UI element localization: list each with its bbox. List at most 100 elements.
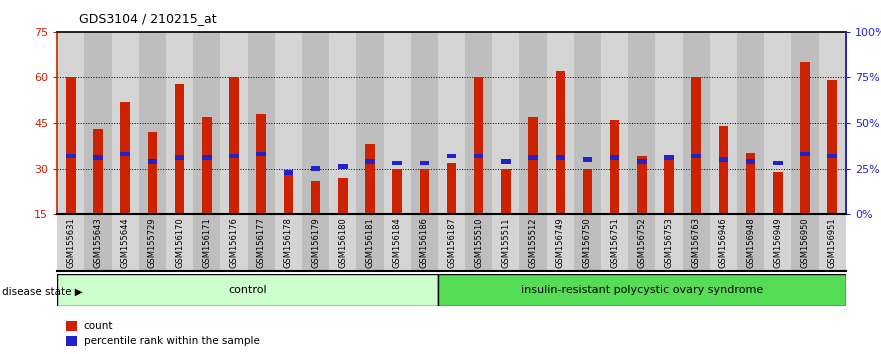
Bar xyxy=(148,159,157,164)
Bar xyxy=(383,214,411,271)
Bar xyxy=(447,162,456,214)
Bar xyxy=(284,170,293,175)
Bar xyxy=(574,32,601,214)
Text: disease state ▶: disease state ▶ xyxy=(2,287,83,297)
Bar xyxy=(57,32,85,214)
Bar xyxy=(556,72,565,214)
Bar xyxy=(818,32,846,214)
Bar xyxy=(683,32,710,214)
Text: GSM156186: GSM156186 xyxy=(420,217,429,268)
Bar xyxy=(112,214,139,271)
Bar xyxy=(692,154,701,158)
Text: GSM155512: GSM155512 xyxy=(529,217,537,268)
Bar xyxy=(121,152,130,156)
Bar xyxy=(791,214,818,271)
Bar xyxy=(628,214,655,271)
Bar xyxy=(746,153,755,214)
Bar xyxy=(85,214,112,271)
Bar xyxy=(447,154,456,158)
Bar xyxy=(275,32,302,214)
Bar xyxy=(601,214,628,271)
Bar xyxy=(818,214,846,271)
Text: control: control xyxy=(228,285,267,295)
Bar xyxy=(93,155,103,160)
Text: GSM156750: GSM156750 xyxy=(583,217,592,268)
Text: GSM156171: GSM156171 xyxy=(203,217,211,268)
Bar xyxy=(256,114,266,214)
Bar xyxy=(529,155,537,160)
Bar xyxy=(610,120,619,214)
Bar xyxy=(220,32,248,214)
Bar xyxy=(411,214,438,271)
Bar xyxy=(302,32,329,214)
Bar xyxy=(582,169,592,214)
Bar xyxy=(800,152,810,156)
Bar xyxy=(719,157,729,162)
Bar xyxy=(419,161,429,165)
Bar xyxy=(827,154,837,158)
Bar xyxy=(166,214,193,271)
Bar xyxy=(66,321,77,331)
Bar xyxy=(710,214,737,271)
Bar xyxy=(773,172,782,214)
Text: GSM156753: GSM156753 xyxy=(664,217,674,268)
Bar xyxy=(655,32,683,214)
Bar xyxy=(66,154,76,158)
Bar xyxy=(492,214,520,271)
Text: GSM156187: GSM156187 xyxy=(447,217,456,268)
Bar xyxy=(166,32,193,214)
Text: GSM156179: GSM156179 xyxy=(311,217,320,268)
Bar xyxy=(664,155,674,160)
Bar xyxy=(492,32,520,214)
Text: GSM156181: GSM156181 xyxy=(366,217,374,268)
Bar xyxy=(501,159,511,164)
Text: GSM156170: GSM156170 xyxy=(175,217,184,268)
Text: GSM156949: GSM156949 xyxy=(774,217,782,268)
Bar xyxy=(574,214,601,271)
Text: GSM155729: GSM155729 xyxy=(148,217,157,268)
Text: GSM156176: GSM156176 xyxy=(229,217,239,268)
Bar xyxy=(692,78,701,214)
Bar xyxy=(547,214,574,271)
Bar xyxy=(529,117,537,214)
Bar xyxy=(610,155,619,160)
Bar xyxy=(547,32,574,214)
Text: GSM156184: GSM156184 xyxy=(393,217,402,268)
Text: GSM156751: GSM156751 xyxy=(611,217,619,268)
Bar xyxy=(683,214,710,271)
Bar xyxy=(764,214,791,271)
Bar xyxy=(628,32,655,214)
Bar xyxy=(737,214,764,271)
Bar xyxy=(520,32,547,214)
Bar xyxy=(438,32,465,214)
Bar xyxy=(392,169,402,214)
Bar xyxy=(438,274,846,306)
Bar xyxy=(311,181,321,214)
Bar xyxy=(329,32,356,214)
Bar xyxy=(582,157,592,162)
Text: GSM156180: GSM156180 xyxy=(338,217,347,268)
Bar xyxy=(465,32,492,214)
Bar xyxy=(202,155,211,160)
Bar xyxy=(248,32,275,214)
Bar xyxy=(411,32,438,214)
Bar xyxy=(556,155,565,160)
Bar xyxy=(112,32,139,214)
Bar xyxy=(338,165,347,169)
Bar xyxy=(57,214,85,271)
Text: GSM156749: GSM156749 xyxy=(556,217,565,268)
Text: GSM156763: GSM156763 xyxy=(692,217,700,268)
Bar xyxy=(710,32,737,214)
Bar xyxy=(66,336,77,346)
Bar xyxy=(746,159,755,164)
Bar xyxy=(501,169,511,214)
Bar xyxy=(601,32,628,214)
Bar xyxy=(229,154,239,158)
Bar xyxy=(764,32,791,214)
Text: GSM156177: GSM156177 xyxy=(256,217,266,268)
Bar xyxy=(202,117,211,214)
Bar xyxy=(174,155,184,160)
Bar xyxy=(419,169,429,214)
Text: GSM156950: GSM156950 xyxy=(801,217,810,268)
Bar xyxy=(229,78,239,214)
